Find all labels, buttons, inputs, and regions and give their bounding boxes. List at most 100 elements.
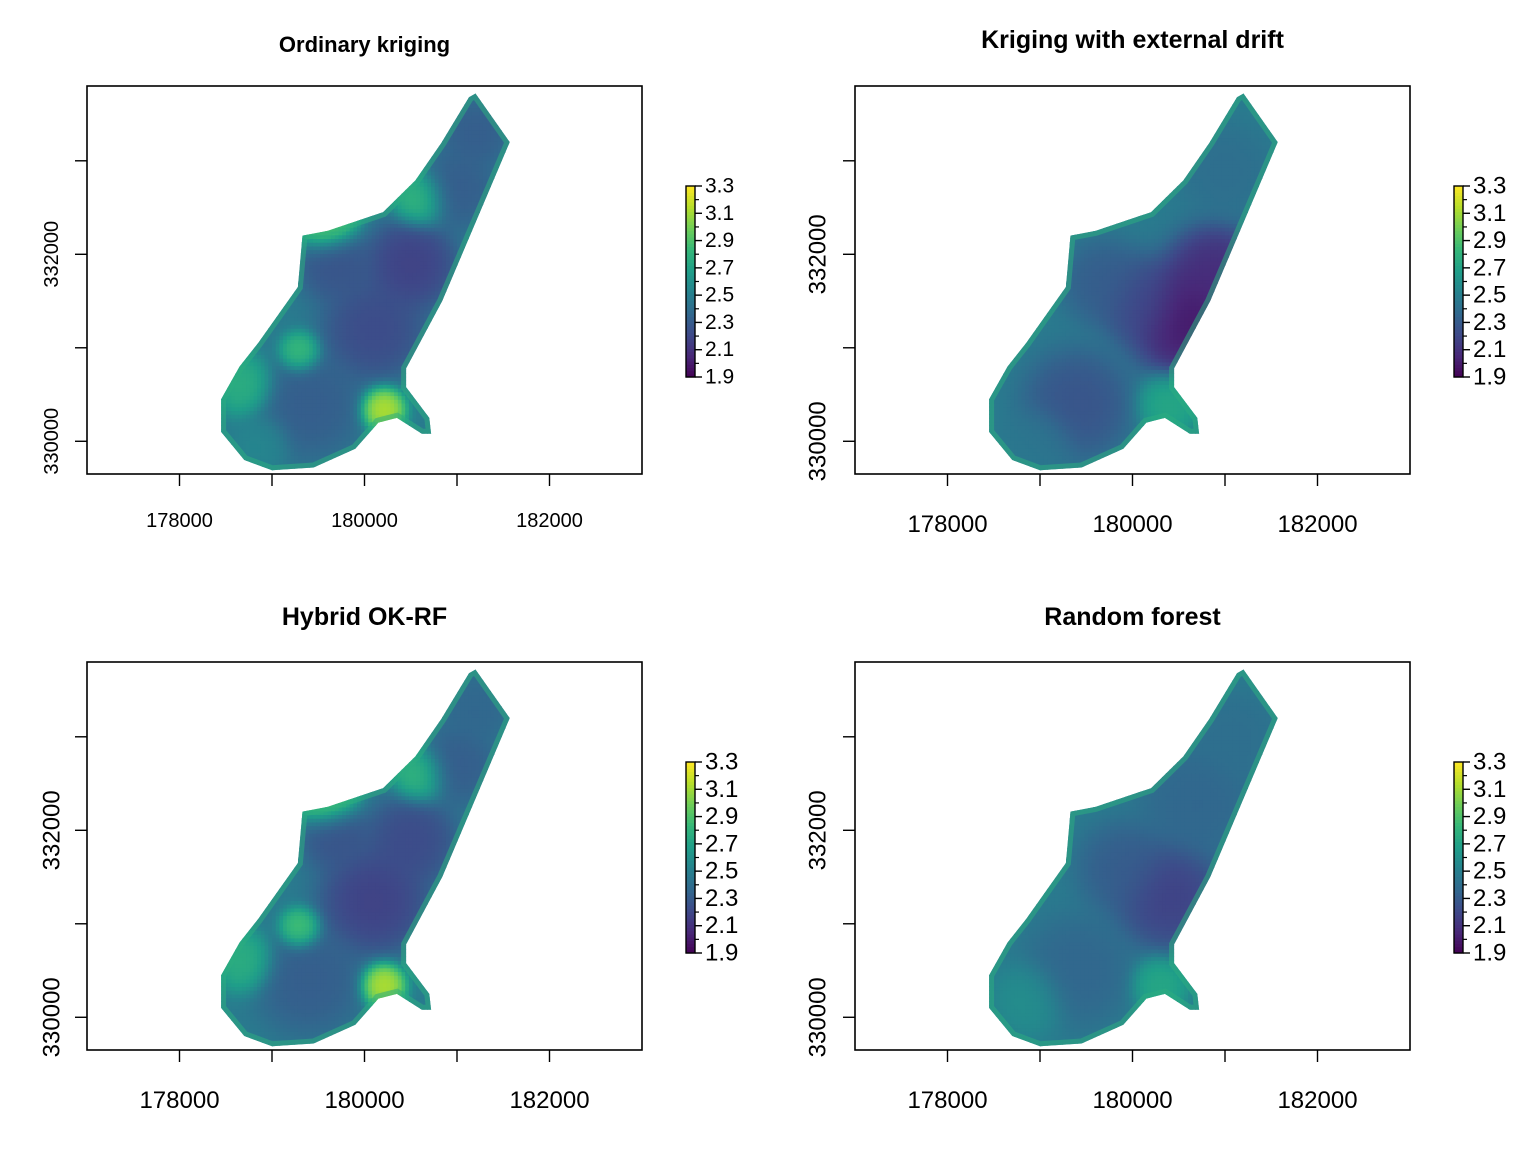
raster-cell — [312, 245, 317, 251]
raster-cell — [227, 272, 232, 277]
raster-cell — [294, 417, 299, 423]
raster-cell — [360, 354, 366, 359]
raster-cell — [346, 249, 351, 254]
raster-cell — [346, 122, 351, 127]
raster-cell — [394, 402, 399, 408]
raster-cell — [394, 459, 399, 464]
raster-cell — [238, 283, 243, 288]
raster-cell — [242, 425, 247, 430]
raster-cell — [379, 350, 384, 355]
raster-cell — [223, 189, 229, 195]
raster-cell — [375, 197, 380, 202]
raster-cell — [357, 410, 362, 415]
raster-cell — [264, 380, 269, 385]
raster-cell — [246, 301, 251, 307]
raster-cell — [268, 376, 273, 382]
raster-cell — [290, 238, 295, 243]
raster-cell — [375, 440, 380, 445]
raster-cell — [290, 242, 295, 247]
raster-cell — [235, 159, 240, 165]
raster-cell — [260, 410, 266, 415]
raster-cell — [360, 279, 366, 284]
raster-cell — [249, 156, 255, 161]
raster-cell — [242, 309, 247, 314]
raster-cell — [217, 242, 221, 246]
raster-cell — [257, 294, 262, 299]
raster-cell — [353, 171, 358, 176]
raster-cell — [294, 380, 299, 385]
raster-cell — [331, 96, 336, 101]
raster-cell — [357, 365, 362, 370]
raster-cell — [223, 133, 229, 139]
raster-cell — [223, 328, 229, 333]
raster-cell — [353, 242, 358, 247]
raster-cell — [290, 204, 295, 210]
raster-cell — [375, 148, 380, 153]
raster-cell — [342, 107, 347, 112]
raster-cell — [375, 346, 380, 352]
raster-cell — [257, 238, 262, 243]
raster-cell — [275, 399, 280, 404]
raster-cell — [253, 358, 258, 363]
raster-cell — [294, 268, 299, 273]
raster-cell — [353, 298, 358, 303]
raster-cell — [238, 391, 243, 397]
raster-cell — [217, 339, 221, 343]
raster-cell — [386, 133, 391, 139]
raster-cell — [217, 152, 221, 156]
raster-cell — [294, 189, 299, 195]
raster-cell — [242, 167, 247, 172]
raster-cell — [246, 212, 251, 217]
raster-cell — [221, 287, 225, 292]
raster-cell — [360, 320, 366, 326]
raster-cell — [357, 294, 362, 299]
raster-cell — [349, 328, 354, 333]
raster-cell — [386, 361, 391, 367]
raster-cell — [231, 406, 236, 412]
raster-cell — [283, 238, 288, 243]
raster-cell — [386, 440, 391, 445]
raster-cell — [353, 429, 358, 434]
raster-cell — [390, 459, 395, 464]
raster-cell — [353, 253, 358, 258]
raster-cell — [353, 100, 358, 105]
raster-cell — [238, 444, 243, 449]
raster-cell — [309, 309, 314, 314]
raster-cell — [386, 339, 391, 344]
raster-cell — [294, 373, 299, 378]
raster-cell — [286, 358, 292, 363]
raster-cell — [302, 89, 306, 93]
raster-cell — [331, 275, 336, 281]
raster-cell — [383, 107, 388, 112]
raster-cell — [286, 178, 292, 183]
raster-cell — [342, 148, 347, 153]
raster-cell — [368, 114, 373, 120]
raster-cell — [227, 365, 232, 370]
raster-cell — [364, 459, 369, 464]
raster-cell — [242, 279, 247, 284]
raster-cell — [316, 167, 321, 172]
raster-cell — [249, 436, 255, 441]
raster-cell — [309, 118, 314, 124]
raster-cell — [331, 421, 336, 426]
raster-cell — [279, 197, 284, 202]
raster-cell — [312, 313, 317, 318]
raster-cell — [246, 159, 251, 165]
raster-cell — [217, 433, 221, 437]
raster-cell — [334, 103, 340, 109]
raster-cell — [346, 152, 351, 157]
raster-cell — [368, 249, 373, 254]
raster-cell — [360, 316, 366, 322]
raster-cell — [227, 395, 232, 400]
raster-cell — [353, 227, 358, 232]
raster-cell — [260, 313, 266, 318]
raster-cell — [383, 171, 388, 176]
raster-cell — [242, 137, 247, 142]
raster-cell — [272, 111, 277, 116]
raster-cell — [249, 301, 255, 307]
raster-cell — [272, 287, 277, 292]
raster-cell — [227, 118, 232, 124]
raster-cell — [217, 422, 221, 426]
raster-cell — [334, 369, 340, 374]
raster-cell — [316, 387, 321, 393]
